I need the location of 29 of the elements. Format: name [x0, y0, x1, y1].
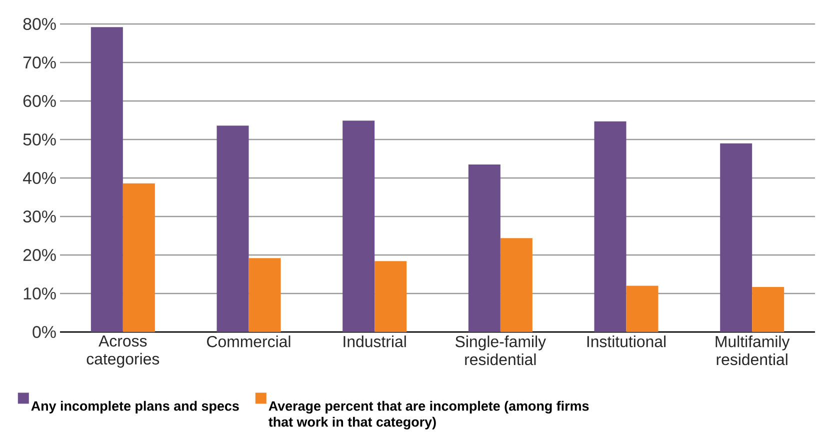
bar: [468, 164, 500, 332]
y-tick-label: 40%: [22, 172, 56, 184]
bar: [720, 143, 752, 332]
x-tick-label: Multifamily residential: [716, 336, 790, 366]
bar: [216, 126, 249, 332]
legend-label: Any incomplete plans and specs: [31, 400, 239, 414]
y-tick-label: 70%: [23, 56, 56, 69]
bar: [248, 258, 281, 332]
bar: [594, 121, 626, 332]
x-tick-label: Commercial: [207, 336, 290, 348]
x-tick-label: Across categories: [86, 336, 160, 368]
legend-label: Average percent that are incomplete (among firms that work in that category): [268, 400, 589, 430]
y-tick-label: 50%: [23, 134, 56, 146]
bar: [626, 286, 658, 332]
bar: [500, 238, 532, 332]
bar: [752, 286, 784, 332]
bar: [90, 27, 123, 332]
x-tick-label: Institutional: [587, 336, 666, 348]
y-tick-label: 10%: [24, 288, 56, 300]
bar: [374, 261, 407, 332]
y-tick-label: 60%: [23, 95, 56, 108]
x-tick-label: Single-family residential: [456, 336, 546, 366]
y-tick-label: 80%: [23, 18, 56, 30]
x-tick-label: Industrial: [344, 336, 406, 348]
bar: [122, 183, 155, 332]
bar: [342, 120, 375, 332]
y-tick-label: 20%: [23, 249, 56, 262]
y-tick-label: 30%: [23, 210, 56, 223]
y-tick-label: 0%: [32, 326, 56, 338]
